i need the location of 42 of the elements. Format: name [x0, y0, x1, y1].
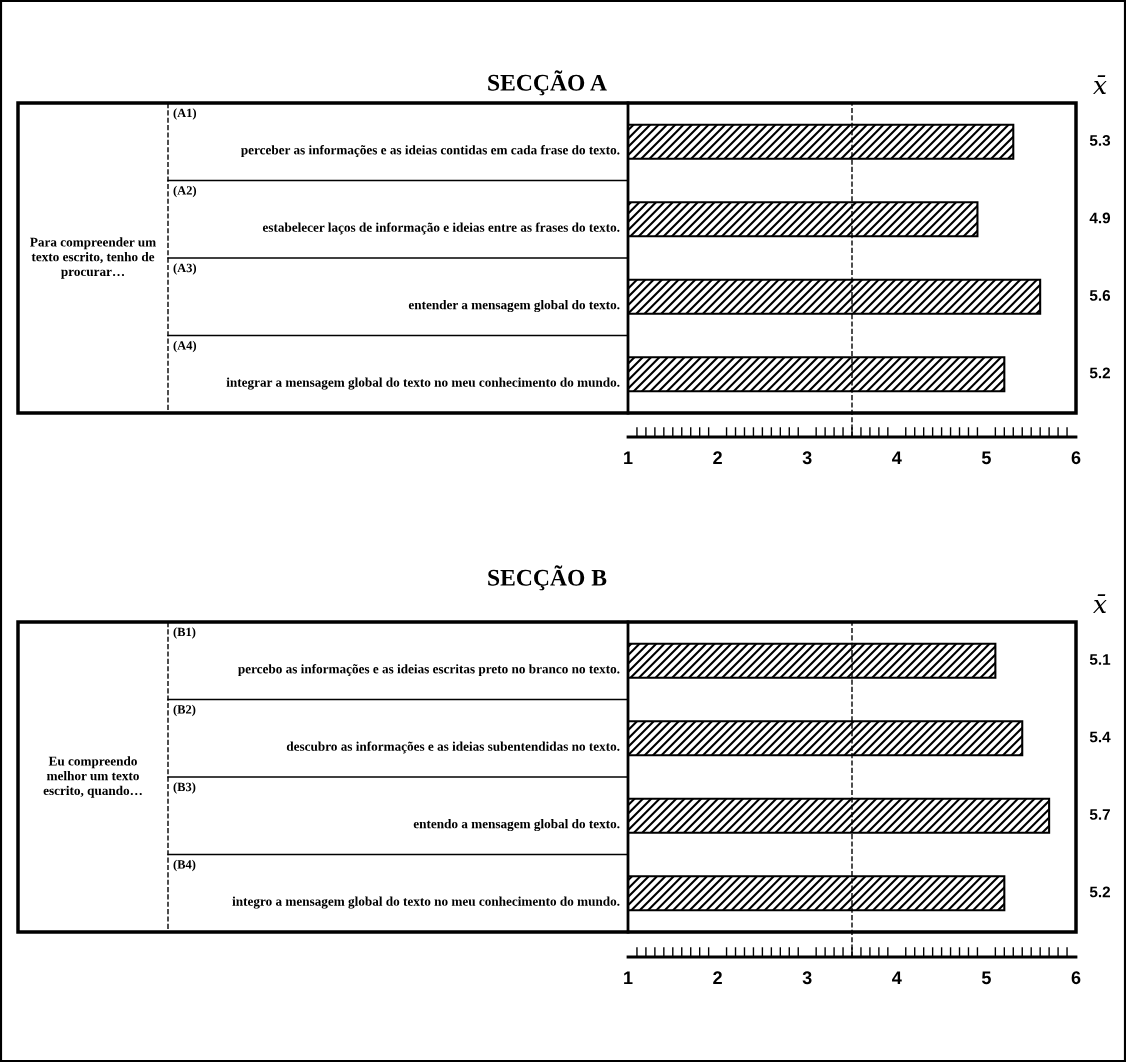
- data-label: 5.3: [1089, 135, 1111, 146]
- data-label: 5.1: [1089, 654, 1111, 665]
- text: (A2): [173, 185, 197, 198]
- chart-title: SECÇÃO B: [488, 565, 607, 591]
- data-label: 5.7: [1089, 809, 1110, 820]
- y-tick-label: descubro as informações e as ideias subentendidas no texto.: [286, 741, 620, 754]
- data-label: 5.2: [1089, 367, 1111, 379]
- x-tick-label: 3: [802, 451, 812, 465]
- x-tick-label: 5: [981, 451, 991, 465]
- text: (A4): [173, 340, 197, 353]
- x-tick-label: 1: [624, 971, 633, 984]
- y-tick-label: entender a mensagem global do texto.: [408, 300, 620, 313]
- text: x̄: [1093, 75, 1107, 94]
- text: Para compreender um texto escrito, tenho de procurar…: [30, 237, 156, 279]
- x-tick-label: 2: [713, 451, 722, 464]
- x-tick-label: 1: [624, 451, 633, 464]
- text: Eu compreendo melhor um texto escrito, quando…: [43, 756, 142, 798]
- text: (B3): [173, 782, 196, 794]
- text: (A1): [173, 108, 197, 120]
- y-tick-label: entendo a mensagem global do texto.: [413, 819, 620, 832]
- x-tick-label: 4: [892, 971, 902, 984]
- data-label: 5.6: [1089, 290, 1111, 301]
- text: x̄: [1093, 594, 1107, 613]
- text: (B4): [173, 859, 196, 872]
- x-tick-label: 3: [802, 971, 812, 985]
- y-tick-label: integro a mensagem global do texto no meu conhecimento do mundo.: [232, 896, 620, 909]
- text: (A3): [173, 263, 197, 275]
- x-tick-label: 6: [1071, 971, 1081, 985]
- x-tick-label: 2: [713, 971, 722, 984]
- y-tick-label: integrar a mensagem global do texto no meu conhecimento do mundo.: [226, 377, 620, 390]
- x-tick-label: 4: [892, 451, 902, 464]
- x-tick-label: 6: [1071, 451, 1081, 465]
- data-label: 5.4: [1089, 731, 1111, 743]
- y-tick-label: estabelecer laços de informação e ideias entre as frases do texto.: [262, 222, 620, 235]
- chart-title: SECÇÃO A: [488, 70, 607, 96]
- data-label: 4.9: [1089, 212, 1111, 224]
- y-tick-label: percebo as informações e as ideias escritas preto no branco no texto.: [238, 664, 620, 677]
- text: (B2): [173, 704, 196, 717]
- data-label: 5.2: [1089, 886, 1111, 898]
- x-tick-label: 5: [981, 971, 991, 985]
- y-tick-label: perceber as informações e as ideias contidas em cada frase do texto.: [240, 145, 620, 158]
- text: (B1): [173, 627, 196, 639]
